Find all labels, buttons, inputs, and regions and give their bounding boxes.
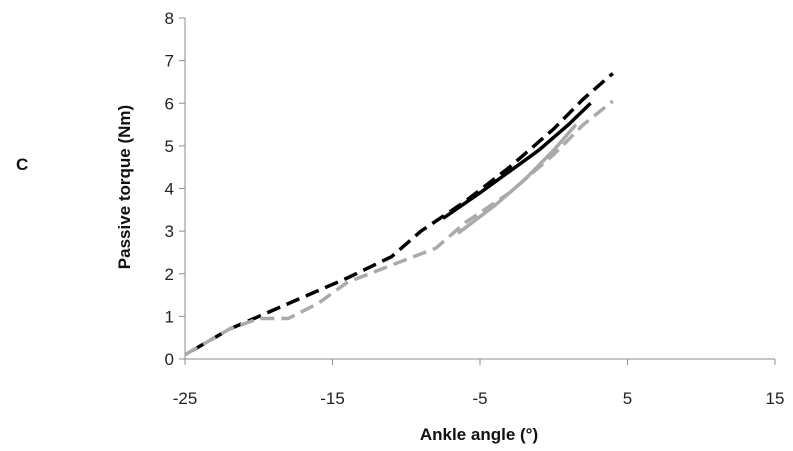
y-tick-label: 8 <box>165 9 174 28</box>
plot-area: 0 1 2 3 4 5 6 7 8 -25 -15 -5 5 15 <box>165 9 785 408</box>
series-line-2 <box>184 99 614 357</box>
y-tick-label: 4 <box>165 180 174 199</box>
x-tick-label: 5 <box>623 389 632 408</box>
series-line-3 <box>442 102 592 220</box>
x-tick-label: -25 <box>173 389 198 408</box>
series-line-4 <box>456 123 578 235</box>
y-tick-label: 7 <box>165 52 174 71</box>
y-tick-label: 2 <box>165 265 174 284</box>
series-line-1 <box>191 72 614 353</box>
x-tick-label: 15 <box>766 389 785 408</box>
panel-label: C <box>16 155 28 174</box>
y-tick-label: 0 <box>165 350 174 369</box>
y-tick-label: 6 <box>165 94 174 113</box>
y-tick-label: 1 <box>165 307 174 326</box>
x-tick-label: -15 <box>320 389 345 408</box>
x-axis-title: Ankle angle (°) <box>420 425 538 444</box>
x-tick-label: -5 <box>472 389 487 408</box>
y-tick-label: 3 <box>165 222 174 241</box>
y-axis-title: Passive torque (Nm) <box>115 105 134 269</box>
y-tick-label: 5 <box>165 137 174 156</box>
